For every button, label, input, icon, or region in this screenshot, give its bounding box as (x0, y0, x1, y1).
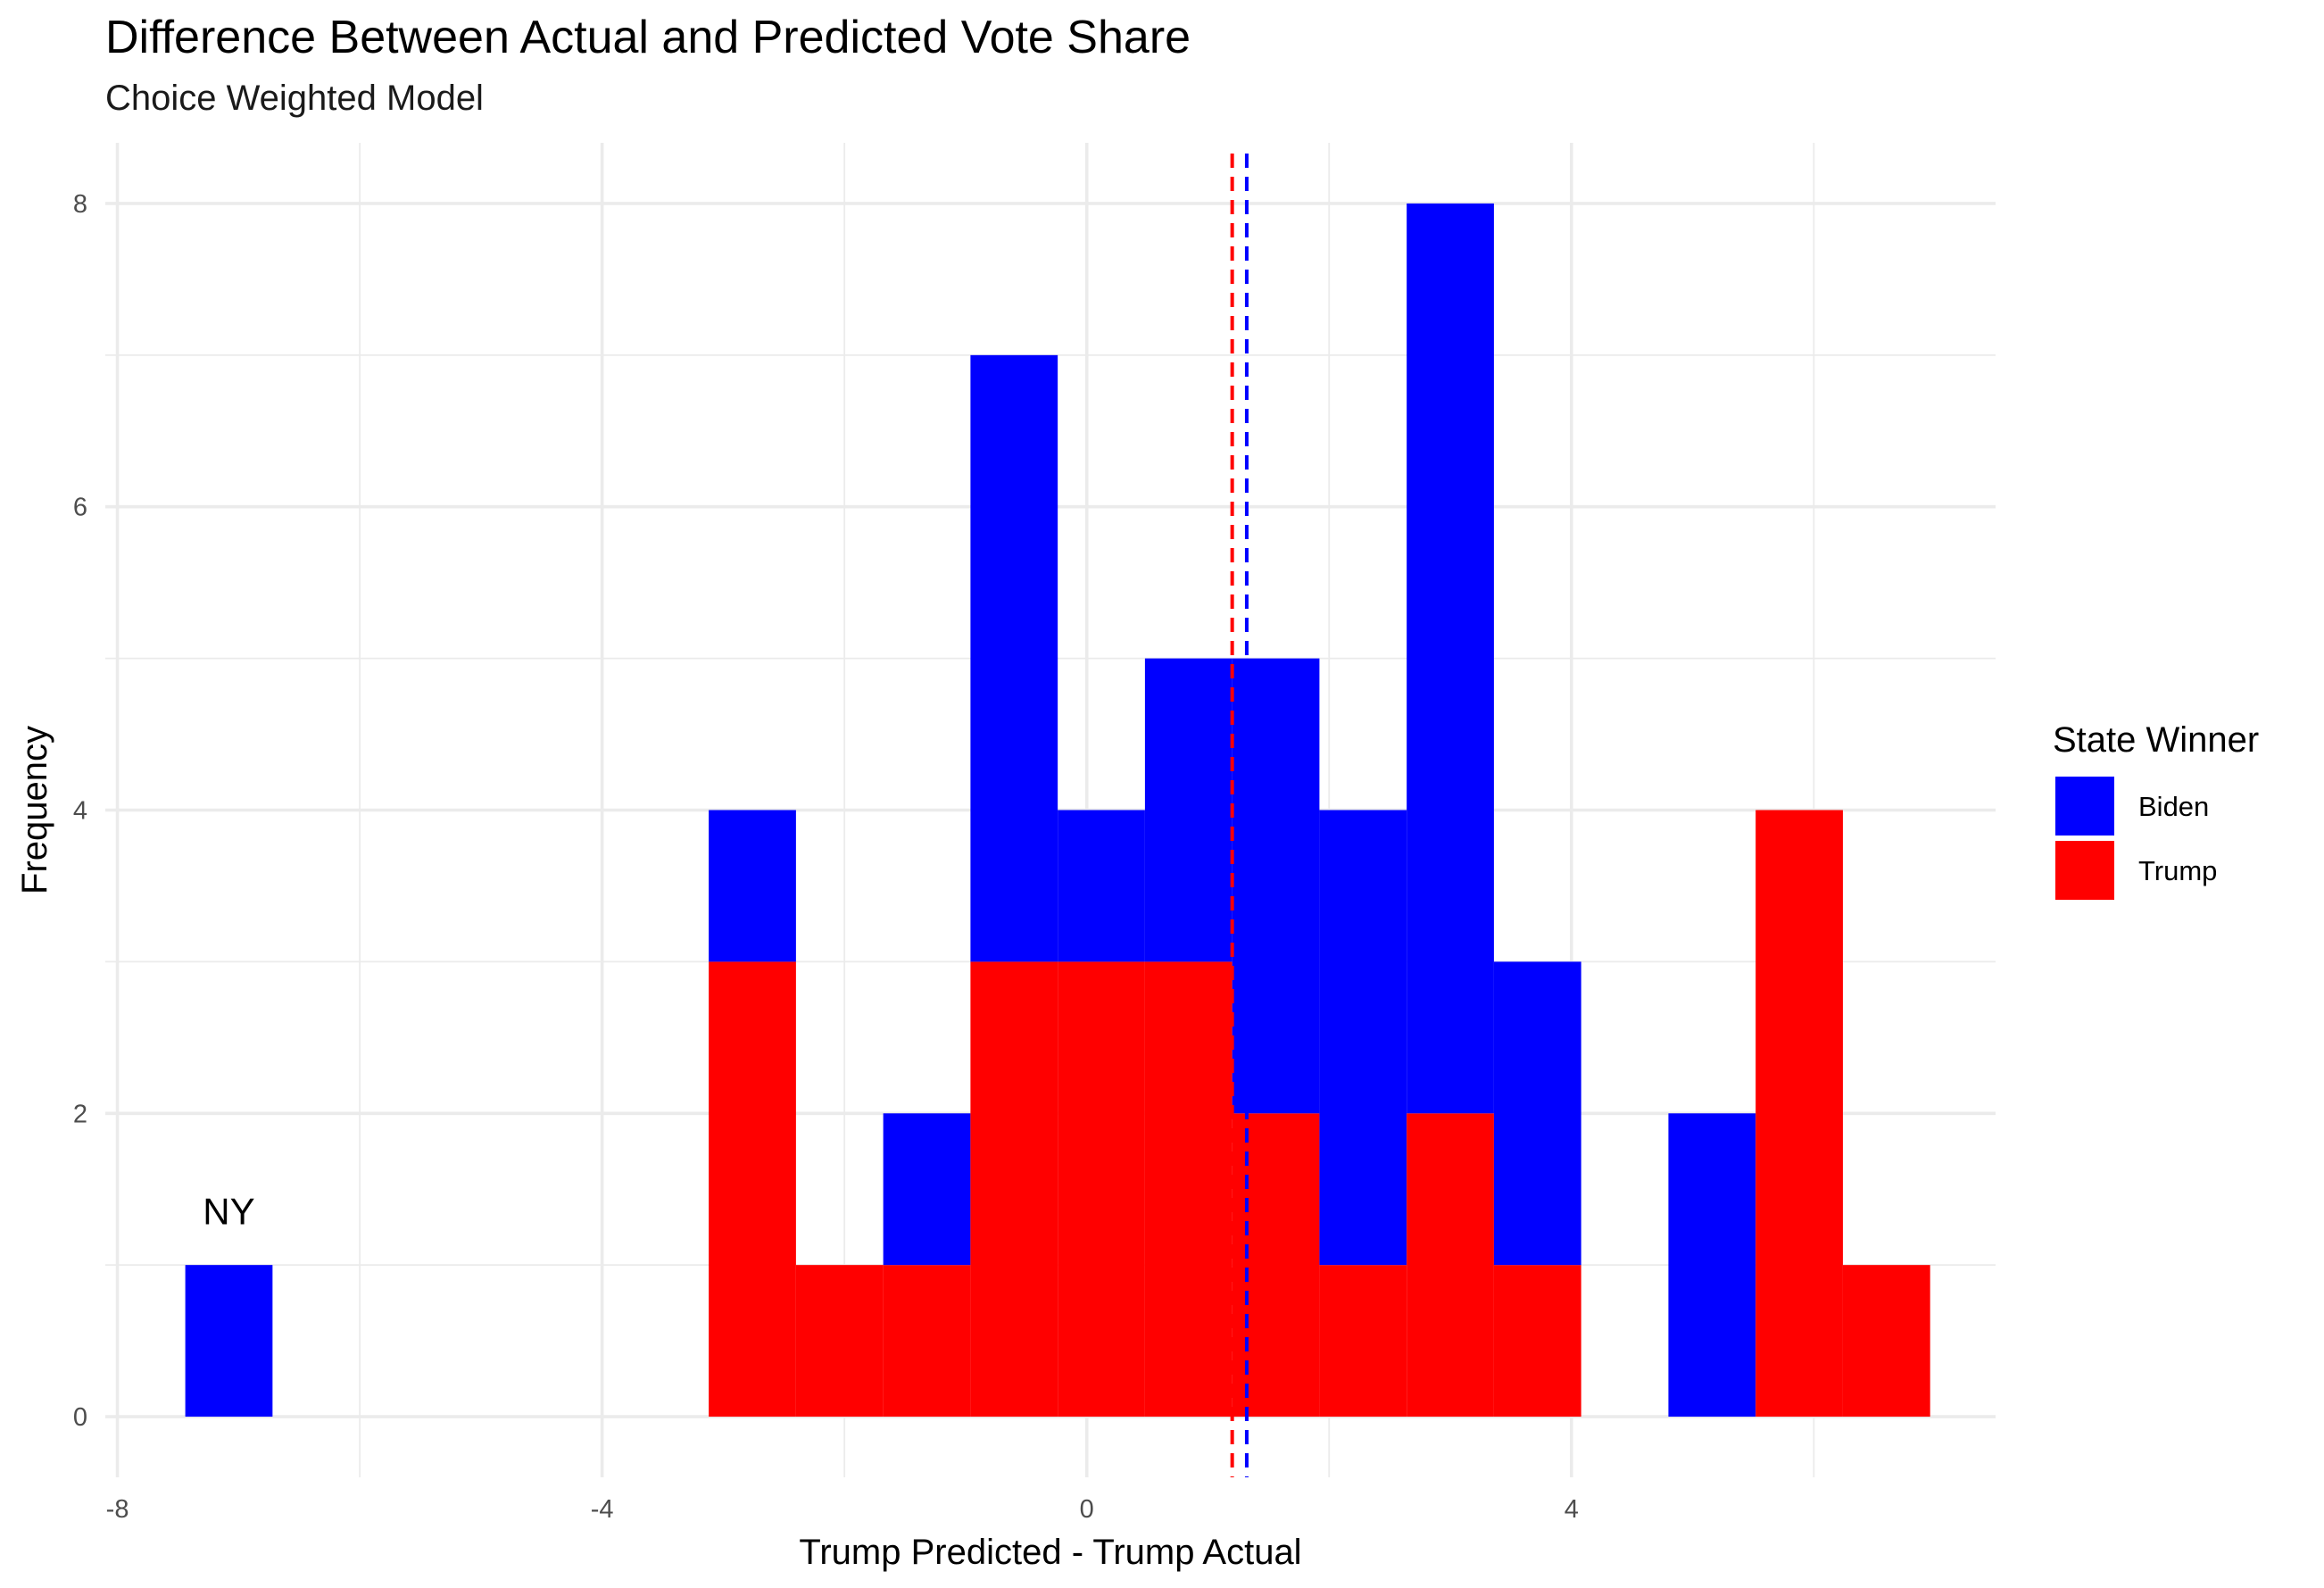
x-tick-label: -4 (591, 1495, 614, 1524)
bar-trump (1319, 1265, 1407, 1418)
x-tick-label: -8 (106, 1495, 129, 1524)
y-tick-label: 8 (73, 190, 87, 219)
chart-subtitle: Choice Weighted Model (105, 79, 484, 118)
y-tick-label: 0 (73, 1403, 87, 1432)
reference-lines (1230, 154, 1249, 1477)
x-axis-title: Trump Predicted - Trump Actual (799, 1533, 1301, 1572)
bar-biden (1144, 658, 1233, 962)
bar-trump (1058, 961, 1145, 1418)
y-tick-label: 2 (73, 1100, 87, 1128)
legend-entries: Biden Trump (2055, 777, 2217, 900)
bar-biden (1493, 961, 1581, 1266)
legend-label-biden: Biden (2138, 791, 2209, 822)
y-axis-ticks: 0 2 4 6 8 (73, 190, 87, 1432)
x-tick-label: 0 (1080, 1495, 1094, 1524)
bar-biden (185, 1265, 273, 1418)
bar-biden (1668, 1113, 1756, 1418)
x-axis-ticks: -8 -4 0 4 (106, 1495, 1579, 1524)
bar-biden (1319, 810, 1407, 1266)
bar-trump (709, 961, 796, 1418)
x-tick-label: 4 (1565, 1495, 1579, 1524)
legend-key-trump (2055, 841, 2114, 900)
bar-trump (1842, 1265, 1930, 1418)
bar-trump (1493, 1265, 1581, 1418)
y-axis-title: Frequency (15, 726, 54, 894)
bar-trump (1144, 961, 1233, 1418)
y-tick-label: 6 (73, 494, 87, 522)
legend: State Winner Biden Trump (2053, 720, 2259, 900)
bar-trump (795, 1265, 884, 1418)
bar-trump (970, 961, 1058, 1418)
legend-title: State Winner (2053, 720, 2259, 760)
bar-trump (883, 1265, 971, 1418)
bars (185, 203, 1930, 1418)
chart-title: Difference Between Actual and Predicted … (105, 12, 1191, 63)
bar-biden (709, 810, 796, 962)
bar-trump (1755, 810, 1843, 1418)
bar-biden (1058, 810, 1145, 962)
legend-label-trump: Trump (2138, 855, 2217, 886)
annotations: NY (203, 1191, 254, 1233)
bar-biden (883, 1113, 971, 1266)
y-tick-label: 4 (73, 797, 87, 826)
legend-key-biden (2055, 777, 2114, 836)
bar-trump (1407, 1113, 1494, 1418)
bar-biden (970, 354, 1058, 962)
bar-biden (1407, 203, 1494, 1114)
annotation-label: NY (203, 1191, 254, 1233)
